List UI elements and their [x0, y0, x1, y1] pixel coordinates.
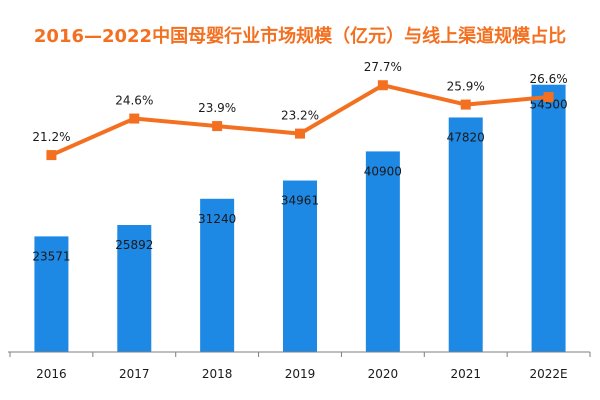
bar-2019: [283, 180, 317, 352]
x-tick-label: 2022E: [530, 367, 568, 381]
line-point-2016: [46, 150, 57, 161]
bar-2022E: [531, 84, 566, 352]
x-tick-label: 2021: [450, 367, 481, 381]
x-tick-label: 2016: [36, 367, 67, 381]
bar-2018: [200, 198, 235, 352]
bar-value-label: 23571: [32, 249, 70, 263]
bar-value-label: 31240: [198, 212, 236, 226]
chart-title: 2016—2022中国母婴行业市场规模（亿元）与线上渠道规模占比: [33, 26, 567, 47]
bar-value-label: 40900: [364, 164, 402, 178]
x-tick-label: 2020: [368, 367, 399, 381]
x-tick-label: 2019: [285, 367, 316, 381]
line-value-label: 25.9%: [447, 80, 485, 94]
line-point-2022E: [543, 92, 554, 103]
line-point-2017: [129, 113, 140, 124]
line-value-label: 23.2%: [281, 109, 319, 123]
line-value-label: 24.6%: [115, 94, 153, 108]
line-point-2019: [295, 128, 305, 139]
line-value-label: 26.6%: [530, 72, 568, 86]
bar-2021: [448, 117, 483, 352]
bar-2020: [365, 151, 400, 352]
bar-value-label: 25892: [115, 238, 153, 252]
line-point-2021: [460, 99, 471, 110]
bar-value-label: 54500: [529, 98, 567, 112]
bar-value-label: 47820: [447, 130, 485, 144]
line-value-label: 27.7%: [364, 60, 402, 74]
x-tick-label: 2017: [119, 367, 150, 381]
bar-value-label: 34961: [281, 194, 319, 208]
bar-2017: [117, 225, 152, 352]
line-point-2018: [212, 121, 223, 132]
line-point-2020: [377, 80, 388, 91]
line-value-label: 21.2%: [32, 130, 70, 144]
bar-2016: [34, 236, 69, 352]
x-tick-label: 2018: [202, 367, 233, 381]
line-value-label: 23.9%: [198, 101, 236, 115]
